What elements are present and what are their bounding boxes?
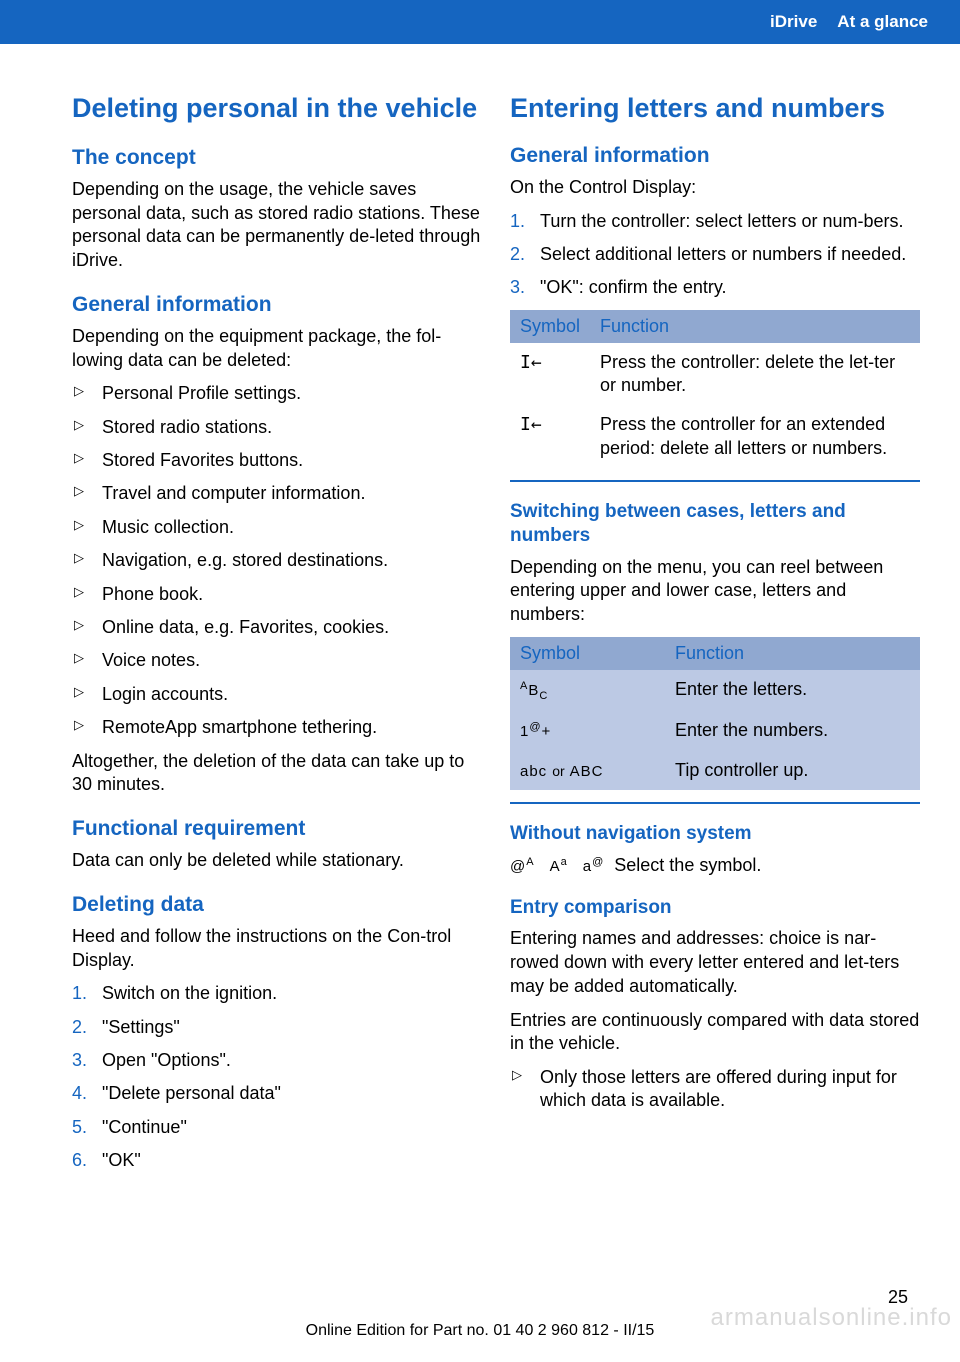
- symbol-icon-1: @A: [510, 858, 535, 875]
- entry-comp-list: Only those letters are offered during in…: [510, 1066, 920, 1113]
- step: 3.Open "Options".: [72, 1049, 482, 1072]
- list-item: Navigation, e.g. stored destinations.: [72, 549, 482, 572]
- step: 6."OK": [72, 1149, 482, 1172]
- heading-entering-letters: Entering letters and numbers: [510, 92, 920, 126]
- subhead-deleting-data: Deleting data: [72, 893, 482, 917]
- step: 1.Switch on the ignition.: [72, 982, 482, 1005]
- subhead-without-nav: Without navigation system: [510, 822, 920, 846]
- list-item: Personal Profile settings.: [72, 382, 482, 405]
- step-text: "OK": confirm the entry.: [540, 277, 727, 297]
- th-function: Function: [665, 637, 920, 670]
- list-item: RemoteApp smartphone tethering.: [72, 716, 482, 739]
- table-divider: [510, 802, 920, 804]
- deletable-data-list: Personal Profile settings. Stored radio …: [72, 382, 482, 739]
- subhead-entry-comparison: Entry comparison: [510, 896, 920, 920]
- heading-deleting-personal: Deleting personal in the vehicle: [72, 92, 482, 126]
- subhead-general-info-r: General information: [510, 144, 920, 168]
- th-function: Function: [590, 310, 920, 343]
- page-body: Deleting personal in the vehicle The con…: [0, 44, 960, 1183]
- list-item: Voice notes.: [72, 649, 482, 672]
- subhead-switching-cases: Switching between cases, letters and num…: [510, 500, 920, 548]
- step-text: "Delete personal data": [102, 1083, 281, 1103]
- fn-text: Press the controller for an extended per…: [590, 405, 920, 468]
- para-general-info: Depending on the equipment package, the …: [72, 325, 482, 373]
- step: 2."Settings": [72, 1016, 482, 1039]
- subhead-functional-req: Functional requirement: [72, 817, 482, 841]
- step: 4."Delete personal data": [72, 1082, 482, 1105]
- step-text: Switch on the ignition.: [102, 983, 277, 1003]
- fn-text: Enter the letters.: [665, 670, 920, 711]
- list-item: Phone book.: [72, 583, 482, 606]
- para-deleting-data: Heed and follow the instructions on the …: [72, 925, 482, 973]
- page-header: iDrive At a glance: [0, 0, 960, 44]
- symbol-table-delete: Symbol Function Ι← Press the controller:…: [510, 310, 920, 469]
- step-text: Turn the controller: select letters or n…: [540, 211, 903, 231]
- symbol-icon-3: a@: [583, 858, 605, 875]
- fn-text: Enter the numbers.: [665, 711, 920, 750]
- select-symbol-line: @A Aa a@ Select the symbol.: [510, 854, 920, 878]
- step: 3."OK": confirm the entry.: [510, 276, 920, 299]
- fn-text: Press the controller: delete the let‐ter…: [590, 343, 920, 406]
- para-entry-comp-2: Entries are continuously compared with d…: [510, 1009, 920, 1057]
- para-control-display: On the Control Display:: [510, 176, 920, 200]
- case-toggle-icon: abc or ABC: [510, 751, 665, 790]
- symbol-table-cases: Symbol Function ABC Enter the letters. 1…: [510, 637, 920, 790]
- footer-edition: Online Edition for Part no. 01 40 2 960 …: [0, 1322, 960, 1340]
- step-text: "OK": [102, 1150, 141, 1170]
- list-item: Login accounts.: [72, 683, 482, 706]
- th-symbol: Symbol: [510, 637, 665, 670]
- step-text: "Continue": [102, 1117, 187, 1137]
- list-item: Travel and computer information.: [72, 482, 482, 505]
- numbers-icon: 1@+: [510, 711, 665, 750]
- deleting-steps: 1.Switch on the ignition. 2."Settings" 3…: [72, 982, 482, 1172]
- left-column: Deleting personal in the vehicle The con…: [72, 92, 482, 1183]
- delete-all-icon: Ι←: [510, 405, 590, 468]
- header-chapter: At a glance: [837, 12, 928, 32]
- step: 2.Select additional letters or numbers i…: [510, 243, 920, 266]
- right-column: Entering letters and numbers General inf…: [510, 92, 920, 1183]
- para-entry-comp-1: Entering names and addresses: choice is …: [510, 927, 920, 998]
- th-symbol: Symbol: [510, 310, 590, 343]
- step-text: Open "Options".: [102, 1050, 231, 1070]
- symbol-icon-2: Aa: [550, 858, 568, 875]
- list-item: Music collection.: [72, 516, 482, 539]
- header-section: iDrive: [770, 12, 817, 32]
- list-item: Stored Favorites buttons.: [72, 449, 482, 472]
- fn-text: Tip controller up.: [665, 751, 920, 790]
- step: 1.Turn the controller: select letters or…: [510, 210, 920, 233]
- para-concept: Depending on the usage, the vehicle save…: [72, 178, 482, 273]
- letters-icon: ABC: [510, 670, 665, 711]
- step-text: Select additional letters or numbers if …: [540, 244, 906, 264]
- para-switching-cases: Depending on the menu, you can reel betw…: [510, 556, 920, 627]
- step-text: "Settings": [102, 1017, 180, 1037]
- step: 5."Continue": [72, 1116, 482, 1139]
- subhead-general-info: General information: [72, 293, 482, 317]
- para-functional-req: Data can only be deleted while stationar…: [72, 849, 482, 873]
- list-item: Online data, e.g. Favorites, cookies.: [72, 616, 482, 639]
- select-symbol-text: Select the symbol.: [614, 855, 761, 875]
- list-item: Only those letters are offered during in…: [510, 1066, 920, 1113]
- entry-steps: 1.Turn the controller: select letters or…: [510, 210, 920, 300]
- table-divider: [510, 480, 920, 482]
- list-item: Stored radio stations.: [72, 416, 482, 439]
- para-duration: Altogether, the deletion of the data can…: [72, 750, 482, 798]
- subhead-concept: The concept: [72, 146, 482, 170]
- delete-char-icon: Ι←: [510, 343, 590, 406]
